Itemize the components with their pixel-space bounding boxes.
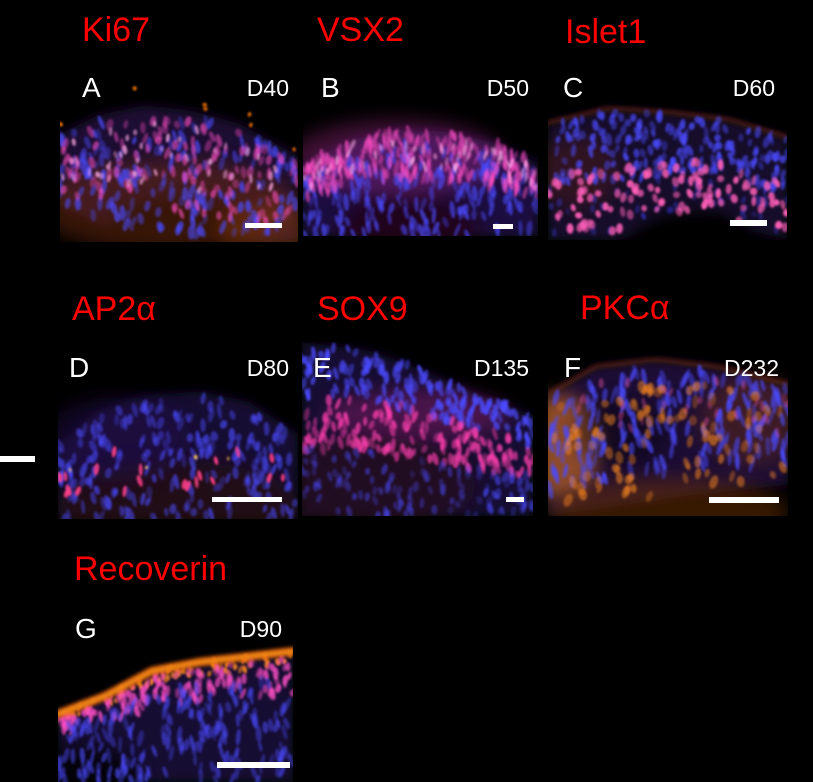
micrograph-image-b <box>303 62 538 236</box>
marker-label-recoverin: Recoverin <box>74 550 228 588</box>
panel-letter-c: C <box>563 72 584 103</box>
micrograph-panel-a: A D40 <box>60 62 298 242</box>
micrograph-image-c <box>548 62 787 240</box>
micrograph-image-e <box>302 342 533 516</box>
edge-dash <box>0 456 35 462</box>
micrograph-panel-f: F D232 <box>548 342 788 516</box>
marker-label-pkca: PKCα <box>580 289 670 327</box>
day-label-b: D50 <box>486 75 529 101</box>
marker-label-ap2a: AP2α <box>72 290 156 328</box>
micrograph-panel-d: D D80 <box>58 342 298 519</box>
marker-label-islet1: Islet1 <box>565 13 647 51</box>
day-label-g: D90 <box>239 616 282 642</box>
micrograph-panel-e: E D135 <box>302 342 533 516</box>
micrograph-panel-g: G D90 <box>58 603 293 782</box>
marker-label-sox9: SOX9 <box>317 290 408 328</box>
micrograph-image-g <box>58 603 293 782</box>
panel-letter-a: A <box>82 72 101 103</box>
scale-bar <box>506 497 524 502</box>
scale-bar <box>730 220 767 226</box>
micrograph-panel-c: C D60 <box>548 62 787 240</box>
panel-letter-b: B <box>321 72 340 103</box>
scale-bar <box>709 497 779 503</box>
scale-bar <box>493 224 513 229</box>
marker-label-vsx2: VSX2 <box>317 11 404 49</box>
day-label-c: D60 <box>732 75 775 101</box>
marker-label-ki67: Ki67 <box>82 11 151 49</box>
day-label-d: D80 <box>246 355 289 381</box>
micrograph-image-d <box>58 342 298 519</box>
micrograph-panel-b: B D50 <box>303 62 538 236</box>
day-label-a: D40 <box>246 75 289 101</box>
panel-letter-d: D <box>69 352 90 383</box>
scale-bar <box>212 497 282 502</box>
panel-letter-g: G <box>75 613 97 644</box>
micrograph-image-f <box>548 342 788 516</box>
day-label-e: D135 <box>474 355 529 381</box>
day-label-f: D232 <box>724 355 779 381</box>
panel-letter-f: F <box>564 352 582 383</box>
micrograph-image-a <box>60 62 298 242</box>
panel-letter-e: E <box>313 352 332 383</box>
scale-bar <box>245 223 282 228</box>
scale-bar <box>217 762 290 768</box>
